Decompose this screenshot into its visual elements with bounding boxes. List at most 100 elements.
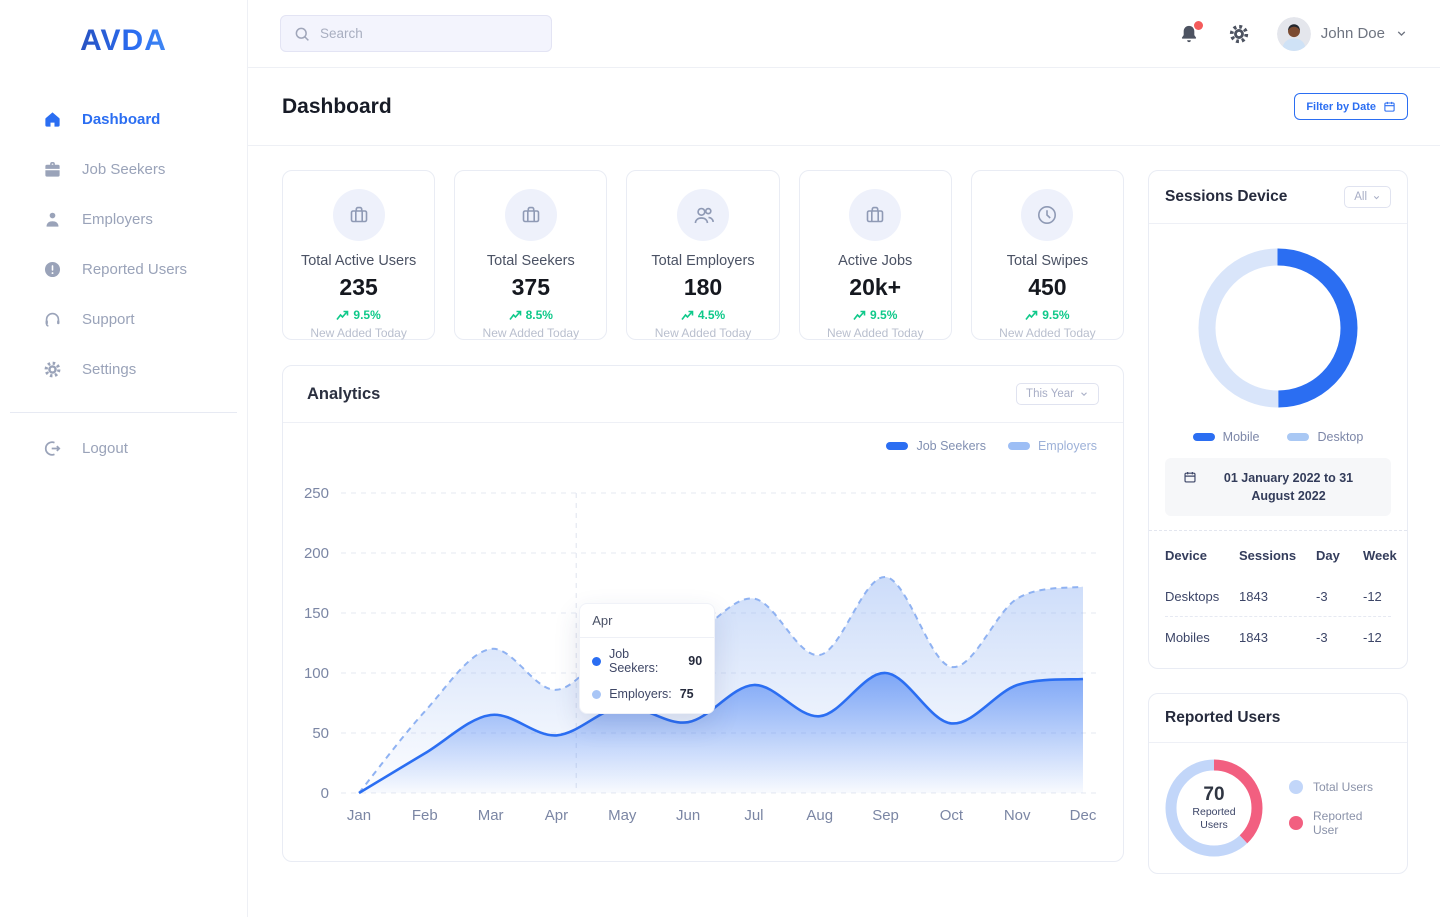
svg-text:Mar: Mar (478, 807, 504, 824)
legend-swatch (1007, 442, 1030, 450)
sidebar-divider (10, 412, 237, 413)
legend-mobile: Mobile (1192, 430, 1259, 444)
legend-job-seekers[interactable]: Job Seekers (886, 439, 986, 453)
stat-card-total-active-users: Total Active Users 235 9.5% New Added To… (282, 170, 436, 340)
clock-icon (1021, 189, 1074, 241)
logout-label: Logout (82, 439, 128, 457)
sidebar-item-job-seekers[interactable]: Job Seekers (0, 144, 247, 194)
trend-up-icon (853, 310, 866, 321)
topbar-actions: John Doe (1177, 16, 1408, 51)
sessions-table: Device Sessions Day Week Desktops 1843 -… (1149, 530, 1407, 668)
calendar-icon (1183, 470, 1197, 484)
briefcase-icon (42, 159, 62, 179)
svg-text:Apr: Apr (545, 807, 568, 824)
reported-donut-wrap: 70 Reported Users (1165, 759, 1263, 857)
logout-button[interactable]: Logout (0, 423, 247, 473)
table-header-row: Device Sessions Day Week (1165, 535, 1397, 576)
cell-day: -3 (1316, 630, 1328, 646)
notifications-button[interactable] (1177, 20, 1203, 46)
legend-swatch (1289, 815, 1303, 830)
stat-subtitle: New Added Today (826, 326, 924, 340)
table-row-mobiles: Mobiles 1843 -3 -12 (1165, 617, 1391, 658)
legend-label: Employers (1037, 439, 1097, 453)
user-name: John Doe (1320, 25, 1385, 42)
gear-icon (42, 359, 62, 379)
chevron-down-icon (1395, 27, 1408, 40)
stat-subtitle: New Added Today (310, 326, 407, 340)
filter-by-date-button[interactable]: Filter by Date (1294, 93, 1408, 120)
trend-up-icon (681, 310, 694, 321)
legend-swatch (886, 442, 909, 450)
svg-text:150: 150 (304, 605, 329, 622)
legend-swatch (1289, 779, 1303, 794)
settings-button[interactable] (1227, 22, 1251, 46)
filter-by-date-label: Filter by Date (1306, 100, 1376, 113)
trend-up-icon (1025, 310, 1038, 321)
svg-text:May: May (608, 807, 637, 824)
profile-menu[interactable]: John Doe (1276, 16, 1408, 51)
tooltip-label: Employers: (609, 687, 672, 701)
legend-label: Reported User (1313, 808, 1363, 837)
svg-text:Sep: Sep (872, 807, 899, 824)
reported-center-label: 70 Reported Users (1165, 759, 1263, 857)
sidebar-item-reported-users[interactable]: Reported Users (0, 244, 247, 294)
reported-header: Reported Users (1149, 694, 1407, 744)
left-column: Total Active Users 235 9.5% New Added To… (282, 170, 1125, 874)
stat-card-total-employers: Total Employers 180 4.5% New Added Today (626, 170, 780, 340)
legend-total-users: Total Users (1289, 779, 1391, 794)
chevron-down-icon (1081, 392, 1087, 397)
avatar (1276, 16, 1311, 51)
dashboard-content: Total Active Users 235 9.5% New Added To… (248, 146, 1440, 875)
stat-trend: 9.5% (353, 308, 381, 322)
table-row-desktops: Desktops 1843 -3 -12 (1165, 576, 1391, 618)
cell-device: Desktops (1165, 588, 1220, 604)
sidebar-item-employers[interactable]: Employers (0, 194, 247, 244)
main-area: John Doe Dashboard Filter by Date (248, 0, 1440, 917)
svg-text:Aug: Aug (806, 807, 833, 824)
svg-text:Nov: Nov (1004, 807, 1031, 824)
year-range-selector[interactable]: This Year (1016, 383, 1099, 405)
sidebar: AVDA Dashboard Job Seekers Employers Rep… (0, 0, 248, 917)
svg-text:Dec: Dec (1070, 807, 1097, 824)
briefcase-icon (504, 189, 557, 241)
svg-text:50: 50 (312, 725, 329, 742)
sessions-donut-chart (1198, 248, 1358, 408)
stat-title: Total Seekers (486, 253, 575, 269)
brand-logo: AVDA (0, 24, 247, 58)
date-range-text: 01 January 2022 to 31 August 2022 (1223, 471, 1354, 504)
logout-icon (42, 438, 62, 458)
col-day: Day (1316, 548, 1340, 564)
tooltip-dot-job-seekers (592, 656, 601, 666)
stat-value: 180 (683, 274, 723, 300)
trend-up-icon (508, 310, 522, 321)
search-input[interactable] (320, 26, 539, 41)
sidebar-item-dashboard[interactable]: Dashboard (0, 94, 247, 144)
sidebar-item-label: Reported Users (82, 260, 188, 278)
sidebar-item-label: Support (82, 310, 135, 328)
analytics-chart-area: 0 50 100 150 200 250 Jan Feb Mar Apr May Jun Jul Aug S… (283, 453, 1123, 828)
stat-trend: 4.5% (697, 308, 726, 322)
cell-sessions: 1843 (1239, 588, 1268, 604)
svg-text:250: 250 (304, 485, 329, 502)
legend-swatch (1192, 433, 1215, 441)
col-sessions: Sessions (1239, 548, 1297, 564)
legend-label: Desktop (1317, 430, 1364, 444)
svg-text:Oct: Oct (940, 807, 964, 824)
legend-employers[interactable]: Employers (1007, 439, 1097, 453)
sidebar-item-settings[interactable]: Settings (0, 344, 247, 394)
sidebar-item-label: Job Seekers (82, 160, 166, 178)
svg-text:Jun: Jun (676, 807, 700, 824)
stat-subtitle: New Added Today (999, 326, 1096, 340)
sidebar-nav: Dashboard Job Seekers Employers Reported… (0, 94, 247, 394)
analytics-header: Analytics This Year (283, 366, 1123, 423)
stat-card-total-seekers: Total Seekers 375 8.5% New Added Today (454, 170, 608, 340)
date-range-box[interactable]: 01 January 2022 to 31 August 2022 (1165, 458, 1391, 517)
sessions-filter-selector[interactable]: All (1344, 186, 1391, 208)
svg-text:200: 200 (304, 545, 329, 562)
sidebar-item-support[interactable]: Support (0, 294, 247, 344)
reported-users-card: Reported Users 70 Reported Users Total U… (1148, 693, 1408, 875)
legend-label: Total Users (1313, 779, 1374, 794)
stat-title: Total Active Users (300, 253, 417, 269)
chevron-down-icon (1373, 195, 1380, 199)
col-week: Week (1363, 548, 1397, 564)
